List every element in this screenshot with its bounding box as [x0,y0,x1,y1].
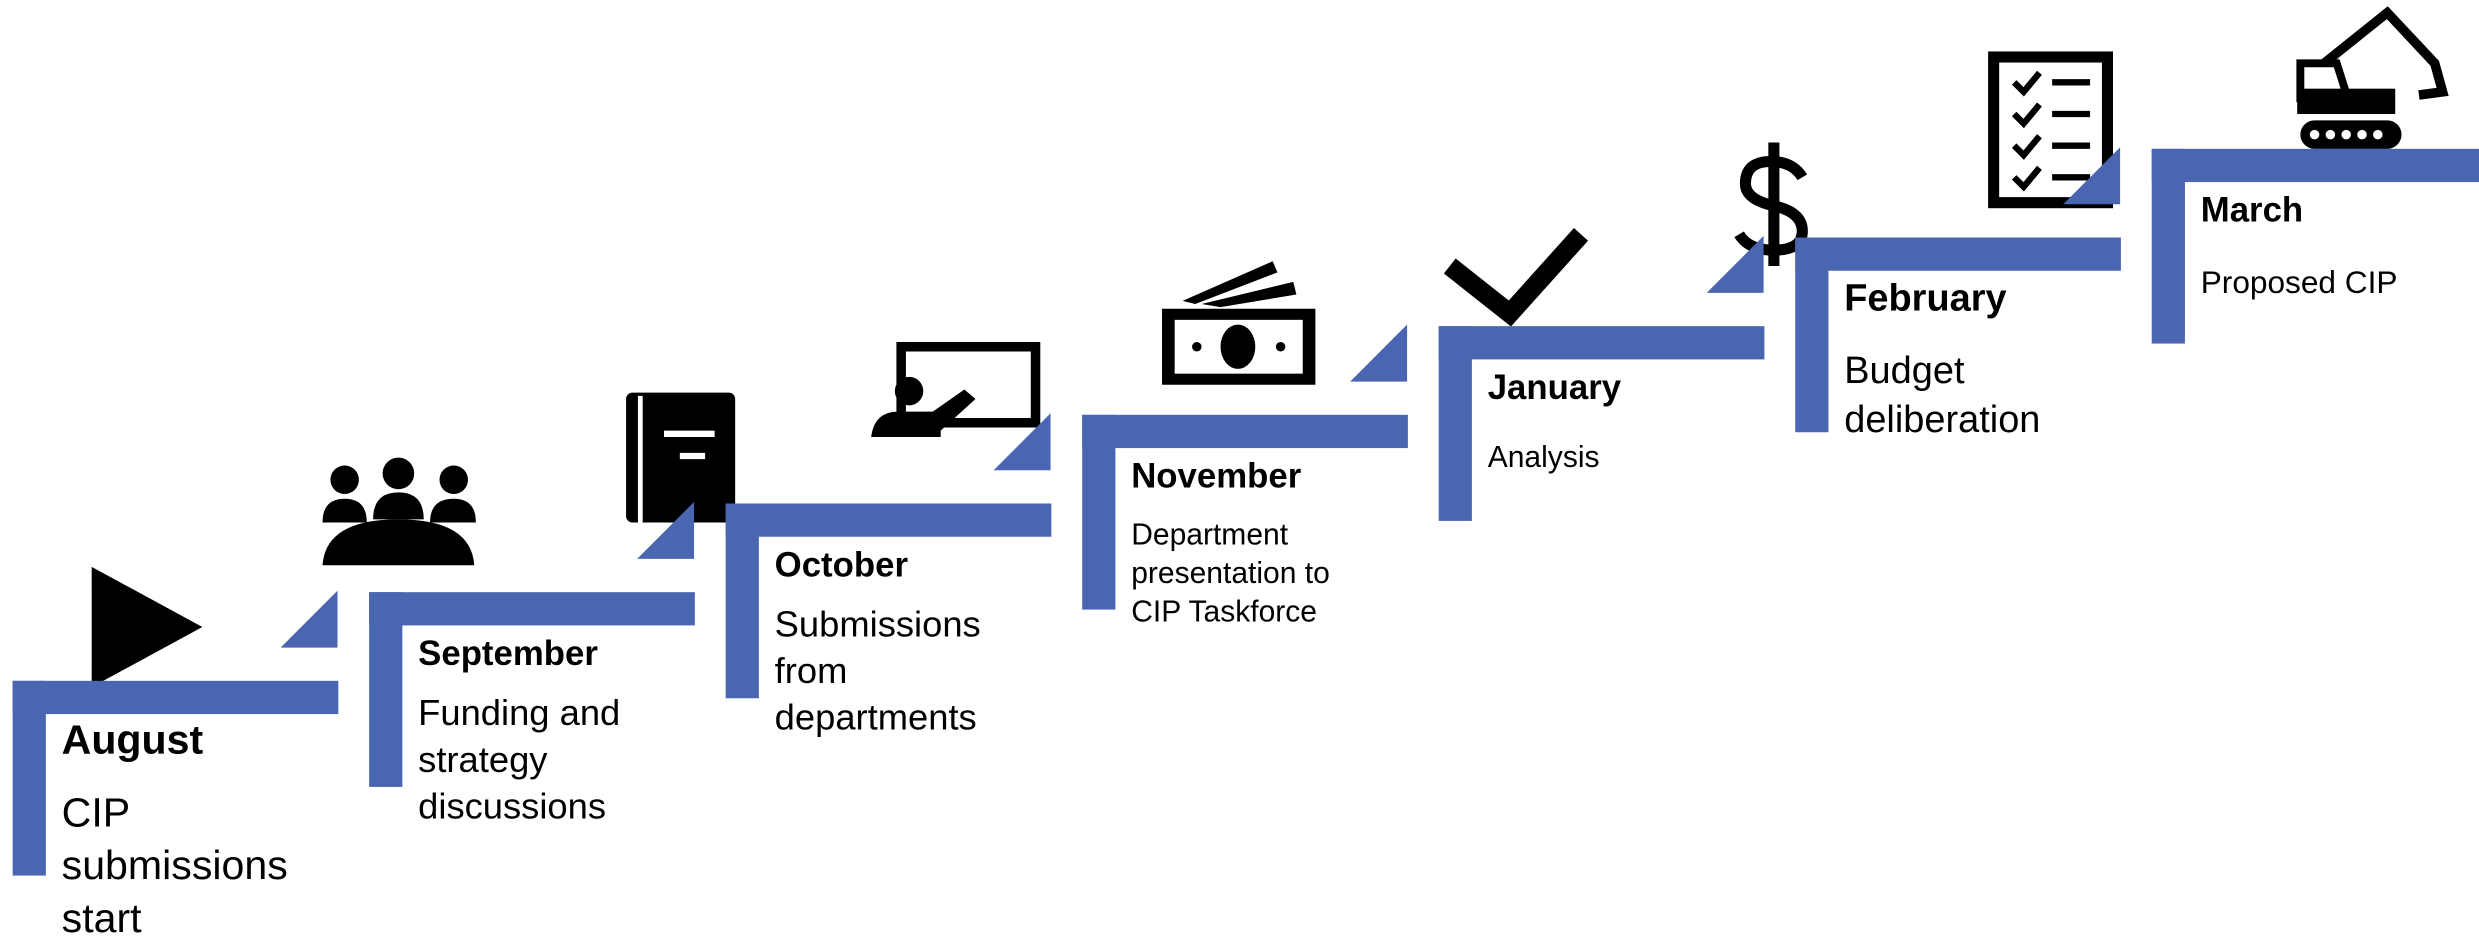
step-description: Submissions [775,603,981,644]
step-drop [1438,326,1472,521]
step-month: November [1131,457,1302,496]
step-month: September [418,634,598,673]
step-drop [2151,148,2185,344]
step-drop [1082,414,1116,610]
step-connector [993,413,1051,471]
icon-checklist [1988,51,2113,209]
step-drop [12,680,46,876]
step-description: Proposed CIP [2201,264,2398,300]
step-bar [12,680,339,715]
step-description: strategy [418,739,548,780]
step-month: October [775,545,909,584]
icon-excavator [2296,6,2449,149]
step-description: presentation to [1131,557,1330,590]
step-bar [2151,148,2479,183]
step-month: January [1488,368,1622,407]
step-bar [1438,326,1765,360]
step-bar [1082,414,1408,449]
icon-book [626,392,736,523]
step-description: submissions [62,842,288,888]
step-description: Funding and [418,692,620,733]
step-drop [1795,237,1829,433]
step-month: February [1844,277,2006,319]
step-connector [1706,235,1764,293]
step-description: Budget [1844,350,1965,392]
step-description: Analysis [1488,441,1600,474]
icon-money [1162,261,1316,385]
step-month: August [62,717,204,763]
step-description: deliberation [1844,399,2040,441]
step-description: CIP [62,789,131,835]
icon-meeting [322,457,476,566]
step-description: start [62,895,142,941]
icon-start [91,566,203,688]
step-bar [1795,237,2121,271]
step-connector [1350,324,1408,382]
icon-dollar [1734,142,1808,266]
step-description: Department [1131,519,1289,552]
step-description: CIP Taskforce [1131,596,1317,629]
step-connector [2063,147,2121,205]
icon-check [1443,227,1589,327]
step-drop [369,592,403,787]
step-connector [280,590,338,648]
step-month: March [2201,191,2303,230]
icon-presentation [871,342,1041,437]
step-description: departments [775,697,977,738]
step-bar [725,503,1052,537]
step-description: from [775,650,848,691]
step-drop [725,503,759,699]
step-bar [369,592,695,626]
step-description: discussions [418,785,606,826]
